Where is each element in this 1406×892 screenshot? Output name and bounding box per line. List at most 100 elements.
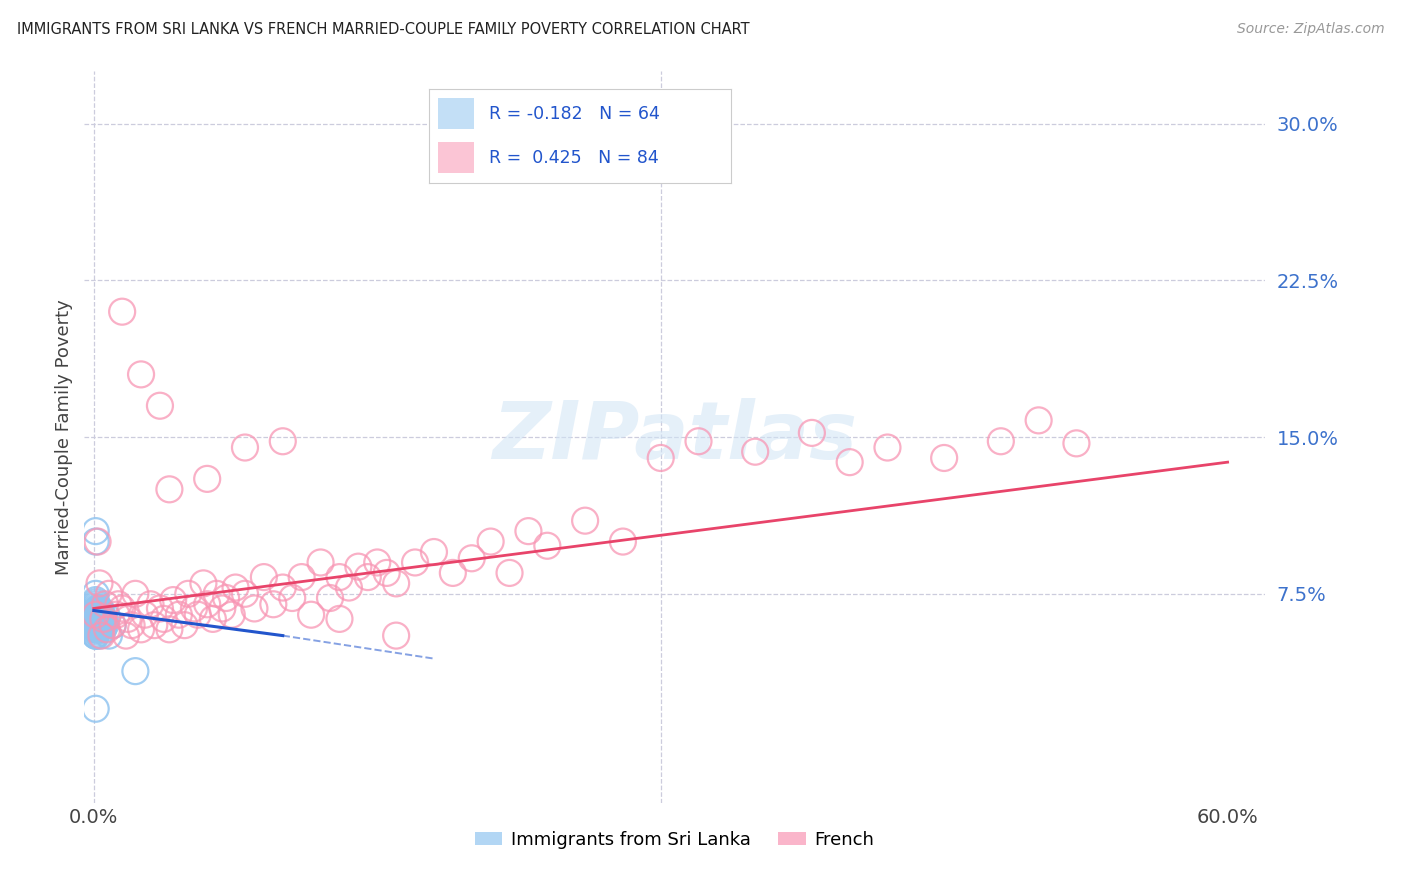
FancyBboxPatch shape xyxy=(437,142,474,173)
Point xyxy=(152,612,174,626)
Point xyxy=(134,607,156,622)
Text: R =  0.425   N = 84: R = 0.425 N = 84 xyxy=(489,149,659,167)
Point xyxy=(129,368,152,382)
Point xyxy=(498,566,520,580)
Point xyxy=(876,441,898,455)
Point xyxy=(461,137,484,152)
Point xyxy=(225,581,247,595)
Point xyxy=(89,612,111,626)
Point xyxy=(84,614,107,628)
Point xyxy=(990,434,1012,449)
Point xyxy=(347,559,370,574)
Point xyxy=(86,603,108,617)
Point xyxy=(84,601,107,615)
Point xyxy=(84,593,107,607)
Point xyxy=(201,612,224,626)
Point xyxy=(441,566,464,580)
Point xyxy=(91,616,114,631)
Point xyxy=(84,629,107,643)
Point xyxy=(86,623,108,637)
Point xyxy=(84,524,107,538)
Point xyxy=(744,444,766,458)
Point xyxy=(86,614,108,628)
Point xyxy=(89,629,111,643)
Point xyxy=(517,524,540,538)
Point xyxy=(650,450,672,465)
Point xyxy=(319,591,342,605)
Point xyxy=(117,612,139,626)
Point xyxy=(215,591,238,605)
Point xyxy=(479,534,502,549)
Point xyxy=(357,570,380,584)
Point xyxy=(328,612,350,626)
Point xyxy=(84,607,107,622)
Point xyxy=(1066,436,1088,450)
Point xyxy=(366,556,388,570)
Point xyxy=(934,450,956,465)
Point xyxy=(86,601,108,615)
Point xyxy=(86,534,108,549)
Point xyxy=(195,597,218,611)
Point xyxy=(121,618,143,632)
Point xyxy=(84,702,107,716)
Point xyxy=(385,629,408,643)
Point xyxy=(84,612,107,626)
Point xyxy=(94,597,117,611)
Point xyxy=(271,434,294,449)
Point xyxy=(177,587,200,601)
Point xyxy=(162,593,184,607)
Point xyxy=(84,595,107,609)
Point xyxy=(404,556,426,570)
Point xyxy=(205,587,228,601)
Point xyxy=(84,629,107,643)
Point xyxy=(157,483,180,497)
Point xyxy=(262,597,284,611)
Point xyxy=(124,664,146,678)
Text: ZIPatlas: ZIPatlas xyxy=(492,398,858,476)
Point xyxy=(233,441,256,455)
Point xyxy=(107,597,129,611)
Point xyxy=(195,472,218,486)
Point xyxy=(90,603,112,617)
Text: Source: ZipAtlas.com: Source: ZipAtlas.com xyxy=(1237,22,1385,37)
Point xyxy=(84,616,107,631)
Point xyxy=(115,629,138,643)
Point xyxy=(89,623,111,637)
Point xyxy=(89,609,111,624)
Point xyxy=(149,601,172,615)
Point xyxy=(91,612,114,626)
Point xyxy=(337,581,360,595)
Point xyxy=(84,612,107,626)
Point xyxy=(124,587,146,601)
Point xyxy=(84,599,107,614)
Point xyxy=(86,607,108,622)
Point xyxy=(243,601,266,615)
Text: IMMIGRANTS FROM SRI LANKA VS FRENCH MARRIED-COUPLE FAMILY POVERTY CORRELATION CH: IMMIGRANTS FROM SRI LANKA VS FRENCH MARR… xyxy=(17,22,749,37)
Point xyxy=(143,618,166,632)
Point xyxy=(84,597,107,611)
Point xyxy=(233,587,256,601)
Point xyxy=(86,620,108,634)
Point xyxy=(96,609,118,624)
Point xyxy=(167,607,190,622)
Point xyxy=(84,607,107,622)
Point xyxy=(149,399,172,413)
Point xyxy=(86,606,108,620)
Point xyxy=(84,603,107,617)
Point xyxy=(187,607,209,622)
Point xyxy=(157,623,180,637)
Point xyxy=(89,614,111,628)
Point xyxy=(96,623,118,637)
Point xyxy=(84,623,107,637)
Point xyxy=(688,434,710,449)
Point xyxy=(91,612,114,626)
Point xyxy=(84,623,107,637)
Point xyxy=(89,601,111,615)
Point xyxy=(97,587,120,601)
Point xyxy=(309,556,332,570)
Point xyxy=(84,609,107,624)
Point xyxy=(101,618,124,632)
Y-axis label: Married-Couple Family Poverty: Married-Couple Family Poverty xyxy=(55,299,73,575)
Point xyxy=(129,623,152,637)
Point xyxy=(193,576,215,591)
